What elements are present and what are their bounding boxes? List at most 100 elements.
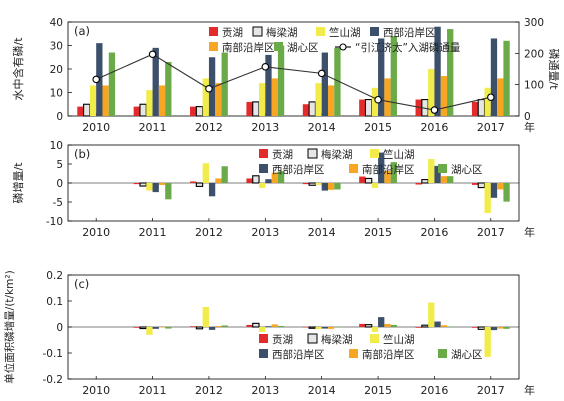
x-tick-label: 2017 bbox=[477, 384, 505, 397]
bar-4 bbox=[384, 78, 391, 116]
legend-swatch-4 bbox=[349, 349, 358, 358]
line-marker bbox=[374, 95, 382, 104]
bar-1 bbox=[308, 182, 316, 186]
y-tick-label: 10 bbox=[50, 88, 63, 100]
bar-4 bbox=[327, 327, 335, 329]
y-tick-label: 20 bbox=[50, 64, 63, 76]
bar-5 bbox=[221, 52, 228, 116]
bar-0 bbox=[190, 106, 197, 116]
bar-5 bbox=[447, 326, 454, 327]
bar-4 bbox=[102, 85, 109, 116]
bar-0 bbox=[302, 104, 310, 116]
x-tick-label: 2011 bbox=[139, 121, 167, 134]
bar-4 bbox=[271, 78, 278, 116]
x-tick-label: 2016 bbox=[420, 384, 448, 397]
legend-label: 湖心区 bbox=[287, 42, 319, 54]
x-tick-label: 2013 bbox=[251, 226, 279, 239]
y-tick-label: -0.1 bbox=[43, 348, 64, 360]
line-marker bbox=[205, 84, 213, 93]
x-tick-label: 2014 bbox=[308, 121, 336, 134]
line-marker bbox=[430, 106, 439, 114]
bar-2 bbox=[146, 183, 153, 191]
x-tick-label: 2012 bbox=[195, 121, 223, 134]
bar-0 bbox=[359, 176, 366, 183]
x-tick-label: 2014 bbox=[308, 226, 336, 239]
bar-2 bbox=[202, 163, 209, 183]
y-tick-label: -10 bbox=[46, 216, 63, 228]
bar-0 bbox=[415, 99, 422, 116]
legend-swatch-0 bbox=[259, 334, 268, 343]
y-tick-label: 30 bbox=[50, 41, 63, 53]
bar-0 bbox=[359, 99, 366, 116]
x-tick-label: 2017 bbox=[477, 226, 505, 239]
legend-label: 贡湖 bbox=[272, 334, 293, 346]
bar-1 bbox=[364, 177, 373, 184]
bar-3 bbox=[152, 327, 159, 329]
bar-4 bbox=[327, 85, 335, 116]
bar-1 bbox=[477, 326, 486, 330]
bar-4 bbox=[497, 183, 504, 190]
bar-0 bbox=[133, 183, 140, 185]
bar-1 bbox=[195, 326, 204, 330]
bar-2 bbox=[484, 327, 491, 357]
legend-label: 西部沿岸区 bbox=[272, 348, 325, 361]
y-tick-label: 0 bbox=[56, 111, 63, 123]
y-right-tick-label: 0 bbox=[524, 111, 531, 123]
bar-1 bbox=[139, 326, 147, 330]
bar-3 bbox=[378, 38, 385, 117]
legend-swatch-0 bbox=[259, 149, 268, 158]
year-unit-label: 年 bbox=[524, 120, 535, 134]
bar-3 bbox=[490, 327, 498, 331]
line-marker bbox=[148, 50, 157, 59]
bar-5 bbox=[221, 325, 228, 327]
bar-5 bbox=[108, 52, 116, 116]
bar-5 bbox=[334, 327, 341, 328]
legend-swatch-4 bbox=[209, 42, 218, 51]
y-tick-label: -5 bbox=[53, 197, 63, 209]
bar-4 bbox=[497, 327, 504, 329]
bar-1 bbox=[477, 182, 486, 189]
bar-4 bbox=[158, 183, 166, 185]
y-axis-label: 磷增量/t bbox=[11, 162, 25, 204]
x-tick-label: 2015 bbox=[364, 226, 392, 239]
legend-label: “引江济太”入湖磷通量 bbox=[355, 41, 461, 54]
bar-5 bbox=[221, 166, 228, 183]
bar-1 bbox=[83, 103, 91, 117]
panel-a: 0 10 20 30 40 2010 2011 2012 2013 2014 2015 2016 201… bbox=[11, 17, 560, 134]
bar-1 bbox=[477, 99, 486, 117]
bar-4 bbox=[158, 85, 166, 116]
bar-5 bbox=[277, 171, 285, 183]
legend-label: 南部沿岸区 bbox=[362, 163, 415, 176]
bar-3 bbox=[321, 183, 328, 191]
bar-3 bbox=[434, 321, 441, 327]
year-unit-label: 年 bbox=[524, 225, 535, 239]
y-right-axis-label: 磷通量/t bbox=[547, 48, 560, 90]
x-tick-label: 2011 bbox=[139, 226, 167, 239]
bar-4 bbox=[384, 170, 391, 183]
x-tick-label: 2016 bbox=[420, 121, 448, 134]
bar-0 bbox=[133, 327, 140, 328]
legend-swatch-0 bbox=[209, 27, 218, 36]
legend-label: 南部沿岸区 bbox=[222, 41, 275, 54]
bar-1 bbox=[421, 324, 429, 328]
bar-0 bbox=[246, 101, 253, 116]
bar-0 bbox=[246, 178, 253, 183]
x-tick-label: 2010 bbox=[82, 226, 110, 239]
x-tick-label: 2010 bbox=[82, 121, 110, 134]
bar-5 bbox=[165, 61, 172, 116]
x-tick-label: 2012 bbox=[195, 226, 223, 239]
bar-2 bbox=[146, 90, 153, 116]
bar-2 bbox=[146, 327, 153, 335]
legend-label: 湖心区 bbox=[451, 349, 483, 361]
bar-2 bbox=[89, 85, 97, 116]
legend-label: 南部沿岸区 bbox=[362, 348, 415, 361]
legend-label: 梅梁湖 bbox=[321, 148, 353, 161]
x-tick-label: 2013 bbox=[251, 384, 279, 397]
bar-1 bbox=[195, 106, 204, 117]
legend-line-marker bbox=[339, 43, 347, 51]
y-right-tick-label: 100 bbox=[524, 80, 544, 92]
bar-5 bbox=[447, 29, 454, 116]
bar-3 bbox=[378, 317, 385, 327]
legend-swatch-5 bbox=[274, 42, 283, 51]
